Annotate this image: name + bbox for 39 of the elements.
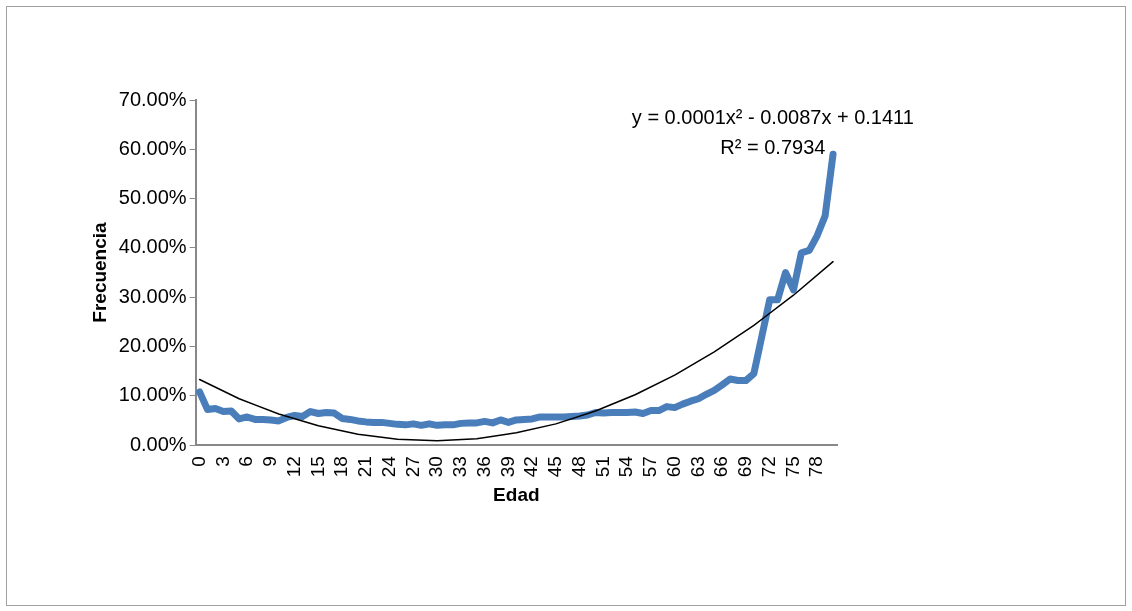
y-tick-label: 40.00%	[118, 235, 187, 258]
x-tick-label: 24	[377, 455, 399, 478]
y-tick-label: 30.00%	[118, 284, 187, 307]
x-tick-label: 78	[805, 456, 827, 478]
x-tick-label: 15	[306, 456, 328, 478]
x-tick-label: 54	[615, 455, 637, 478]
y-axis-title: Frecuencia	[88, 221, 110, 323]
x-axis-title: Edad	[493, 483, 540, 505]
x-tick-label: 45	[544, 456, 566, 478]
x-tick-label: 39	[496, 456, 518, 478]
x-tick-label: 42	[520, 456, 542, 478]
x-tick-label: 57	[639, 456, 661, 478]
x-tick-label: 18	[330, 456, 352, 478]
x-tick-label: 63	[686, 456, 708, 478]
x-tick-label: 30	[425, 456, 447, 478]
x-tick-label: 72	[757, 456, 779, 478]
x-tick-label: 12	[282, 456, 304, 478]
y-tick-label: 0.00%	[129, 432, 187, 455]
x-tick-label: 75	[781, 456, 803, 478]
annotation: R² = 0.7934	[720, 135, 826, 158]
x-tick-label: 3	[211, 456, 233, 467]
x-tick-label: 21	[354, 456, 376, 478]
x-tick-label: 69	[734, 456, 756, 478]
y-tick-label: 70.00%	[118, 87, 187, 110]
x-tick-label: 0	[187, 456, 209, 467]
x-tick-label: 33	[449, 456, 471, 478]
x-tick-label: 27	[401, 456, 423, 478]
y-tick-label: 50.00%	[118, 186, 187, 209]
x-tick-label: 6	[235, 456, 257, 467]
y-tick-label: 10.00%	[118, 383, 187, 406]
y-tick-label: 60.00%	[118, 136, 187, 159]
x-tick-label: 36	[472, 456, 494, 478]
x-tick-label: 9	[259, 456, 281, 467]
annotation: y = 0.0001x² - 0.0087x + 0.1411	[631, 105, 914, 128]
y-tick-label: 20.00%	[118, 333, 187, 356]
x-tick-label: 66	[710, 456, 732, 478]
x-tick-label: 51	[591, 456, 613, 478]
x-tick-label: 48	[567, 456, 589, 478]
x-tick-label: 60	[662, 456, 684, 478]
